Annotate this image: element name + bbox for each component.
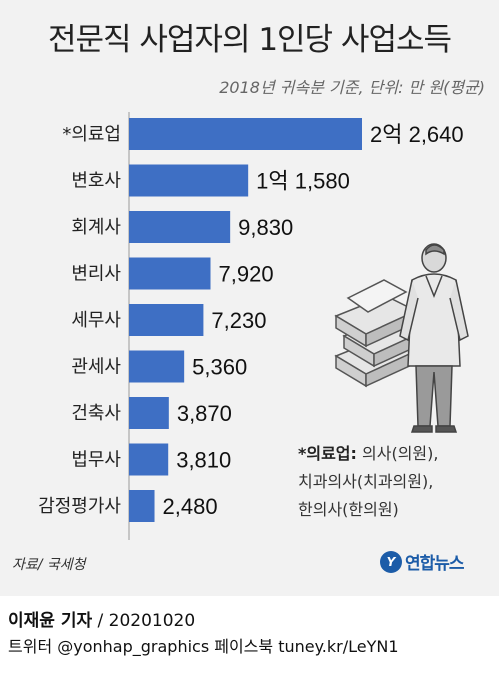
category-label: 변리사 bbox=[71, 264, 121, 285]
footnote-heading: *의료업: bbox=[298, 444, 357, 463]
footnote-line2: 치과의사(치과의원), bbox=[298, 472, 434, 491]
bar bbox=[129, 443, 169, 476]
bar bbox=[129, 397, 169, 429]
footnote-line1: 의사(의원), bbox=[362, 444, 439, 463]
bar bbox=[129, 257, 211, 290]
value-label: 3,810 bbox=[176, 448, 231, 473]
bar-chart: *의료업 2억 2,640 변호사 1억 1,580 회계사 9,830 변리사 7,920 세… bbox=[38, 112, 464, 540]
category-label: 회계사 bbox=[71, 217, 121, 238]
value-label: 2,480 bbox=[163, 494, 218, 519]
social-credit: 트위터 @yonhap_graphics 페이스북 tuney.kr/LeYN1 bbox=[8, 637, 399, 656]
bar bbox=[129, 118, 362, 150]
category-label: 세무사 bbox=[71, 310, 121, 331]
value-label: 3,870 bbox=[177, 401, 232, 426]
value-label: 9,830 bbox=[238, 215, 293, 240]
logo-mark: Y bbox=[380, 550, 402, 573]
value-label: 7,920 bbox=[219, 262, 274, 287]
category-label: 변호사 bbox=[71, 171, 121, 192]
bar bbox=[129, 304, 204, 336]
doctor-with-money-illustration bbox=[334, 243, 469, 433]
category-label: *의료업 bbox=[62, 124, 121, 145]
bar bbox=[129, 350, 185, 383]
bar bbox=[129, 164, 249, 197]
category-label: 법무사 bbox=[71, 450, 121, 471]
footnote: *의료업: 의사(의원), 치과의사(치과의원), 한의사(한의원) bbox=[298, 440, 438, 524]
chart-subtitle: 2018년 귀속분 기준, 단위: 만 원(평균) bbox=[219, 78, 485, 97]
chart-title: 전문직 사업자의 1인당 사업소득 bbox=[47, 22, 452, 58]
author-credit: 이재윤 기자 / 20201020 bbox=[8, 606, 195, 631]
category-label: 감정평가사 bbox=[38, 496, 121, 517]
bar bbox=[129, 211, 231, 243]
category-label: 관세사 bbox=[71, 357, 121, 378]
value-label: 7,230 bbox=[211, 308, 266, 333]
category-label: 건축사 bbox=[71, 403, 121, 424]
credit-date: / 20201020 bbox=[92, 611, 196, 631]
author-name: 이재윤 기자 bbox=[8, 611, 93, 631]
logo-text: 연합뉴스 bbox=[405, 554, 465, 574]
source-label: 자료/ 국세청 bbox=[12, 557, 86, 573]
value-label: 5,360 bbox=[192, 355, 247, 380]
bar bbox=[129, 490, 155, 522]
value-label: 2억 2,640 bbox=[370, 122, 464, 147]
footnote-line3: 한의사(한의원) bbox=[298, 500, 399, 519]
value-label: 1억 1,580 bbox=[256, 169, 350, 194]
chart-card: 전문직 사업자의 1인당 사업소득 2018년 귀속분 기준, 단위: 만 원(… bbox=[0, 0, 499, 596]
yonhap-logo: Y 연합뉴스 bbox=[380, 549, 465, 574]
